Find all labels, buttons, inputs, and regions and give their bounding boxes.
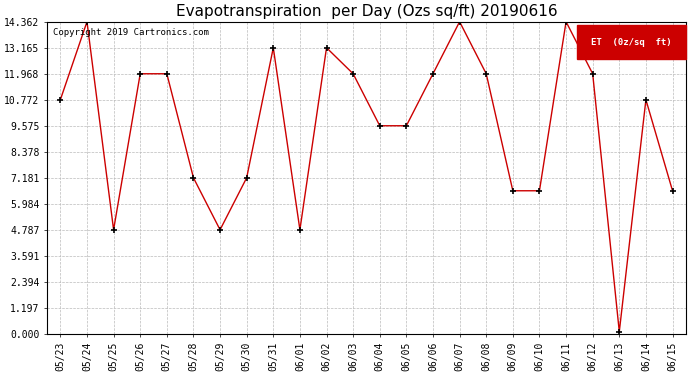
Text: ET  (0z/sq  ft): ET (0z/sq ft) — [591, 38, 672, 46]
Text: Copyright 2019 Cartronics.com: Copyright 2019 Cartronics.com — [53, 28, 209, 37]
Bar — [578, 25, 686, 59]
Title: Evapotranspiration  per Day (Ozs sq/ft) 20190616: Evapotranspiration per Day (Ozs sq/ft) 2… — [176, 4, 558, 19]
